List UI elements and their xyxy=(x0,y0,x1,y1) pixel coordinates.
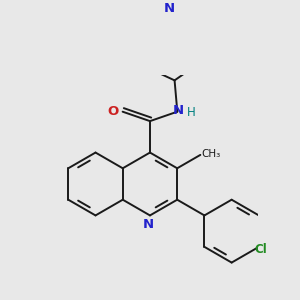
Text: Cl: Cl xyxy=(254,243,267,256)
Text: N: N xyxy=(172,104,184,117)
Text: N: N xyxy=(164,2,175,15)
Text: CH₃: CH₃ xyxy=(202,149,221,159)
Text: H: H xyxy=(187,106,196,119)
Text: N: N xyxy=(143,218,154,231)
Text: O: O xyxy=(107,105,118,118)
